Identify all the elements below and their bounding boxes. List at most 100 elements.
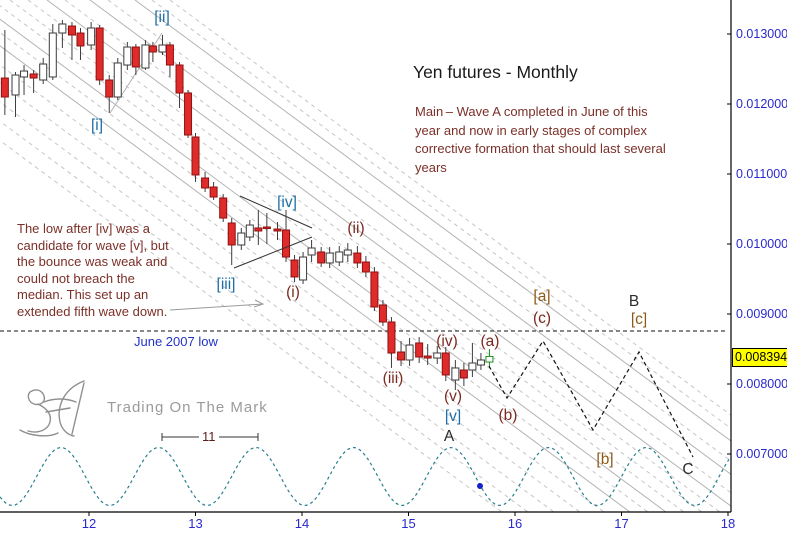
candle-body — [48, 32, 57, 78]
candle-body — [237, 232, 246, 246]
x-axis-label-17: 17 — [614, 516, 629, 531]
y-axis-label-0.007000: 0.007000 — [736, 447, 787, 461]
commentary-line: year and now in early stages of complex — [415, 122, 647, 138]
candle-body — [58, 23, 67, 34]
candle-body — [370, 271, 379, 308]
chart-title: Yen futures - Monthly — [413, 62, 578, 82]
x-axis-label-12: 12 — [81, 516, 97, 531]
candle-body — [148, 45, 157, 53]
candle-body — [201, 177, 210, 189]
candle-body — [343, 249, 352, 256]
candle-body — [39, 63, 48, 81]
y-axis-label-0.013000: 0.013000 — [736, 27, 787, 41]
wave-label-c-bracket: [c] — [630, 311, 648, 328]
cycle-indicator-wave — [0, 446, 730, 507]
y-axis-label-0.012000: 0.012000 — [736, 97, 787, 111]
trading-on-the-mark-watermark: Trading On The Mark — [107, 399, 268, 416]
candle-body — [397, 351, 406, 361]
candle-body — [105, 79, 114, 98]
candle-body — [378, 304, 387, 323]
median-note-line: candidate for wave [v], but — [17, 237, 169, 253]
wave-label-ii-paren: (ii) — [347, 220, 365, 237]
wave-label-C: C — [682, 461, 694, 478]
candle-body — [262, 226, 271, 229]
median-note-line: the bounce was weak and — [17, 254, 168, 269]
triangle-pattern-line — [233, 236, 313, 269]
candle-body — [387, 321, 396, 354]
cycle-length-label: 11 — [199, 429, 219, 444]
candle-body — [227, 222, 236, 246]
candle-body — [141, 44, 150, 69]
candle-body — [485, 355, 494, 363]
chart-axes — [0, 0, 732, 516]
candle-body — [175, 64, 184, 94]
candle-body — [29, 73, 38, 79]
x-axis-label-15: 15 — [401, 516, 416, 531]
x-axis-label-18: 18 — [720, 516, 736, 531]
wave-label-b-paren: (b) — [498, 407, 518, 424]
candle-body — [95, 27, 104, 81]
candle-body — [165, 44, 174, 66]
wave-label-i-bracket: [i] — [90, 117, 104, 134]
wave-label-b-bracket: [b] — [596, 451, 614, 468]
wave-label-ii-bracket: [ii] — [154, 9, 170, 26]
wave-label-iv-paren: (iv) — [436, 333, 458, 350]
wave-label-a-bracket: [a] — [533, 288, 551, 305]
candle-body — [441, 352, 450, 376]
candlestick-series — [0, 20, 494, 391]
candle-body — [273, 228, 282, 232]
y-axis-label-0.010000: 0.010000 — [736, 237, 787, 251]
candle-body — [476, 359, 485, 366]
commentary-line: corrective formation that should last se… — [415, 141, 666, 156]
median-note-line: The low after [iv] was a — [17, 221, 150, 236]
candle-body — [158, 44, 167, 53]
candle-body — [433, 352, 442, 359]
projected-path-zigzag — [488, 339, 694, 458]
median-note-line: median. This set up an — [17, 287, 149, 302]
wave-label-B: B — [628, 293, 640, 310]
x-axis-label-14: 14 — [294, 516, 310, 531]
candle-body — [405, 344, 414, 361]
channel-median-line — [46, 0, 731, 507]
candle-body — [20, 70, 29, 78]
candle-body — [219, 197, 228, 219]
candle-body — [123, 46, 132, 66]
y-axis-label-0.009000: 0.009000 — [736, 307, 787, 321]
annotation-arrow — [169, 303, 264, 311]
commentary-line: Main – Wave A completed in June of this — [415, 104, 648, 119]
candle-body — [113, 62, 122, 98]
candle-body — [184, 92, 193, 136]
y-axis-label-0.008000: 0.008000 — [736, 377, 787, 391]
candle-body — [282, 229, 291, 258]
median-note-line: could not breach the — [17, 270, 135, 286]
analysis-commentary: Main – Wave A completed in June of this y… — [415, 103, 695, 177]
candle-body — [67, 25, 76, 36]
archer-logo — [19, 380, 85, 437]
candle-body — [299, 256, 308, 281]
candle-body — [245, 224, 254, 238]
channel-median-line — [89, 0, 731, 475]
june-2007-low-label: June 2007 low — [134, 334, 218, 349]
channel-median-line — [134, 0, 731, 442]
median-note-line: extended fifth wave down. — [17, 303, 168, 319]
triangle-pattern-line — [239, 195, 313, 229]
wave-label-v-bracket: [v] — [444, 408, 462, 425]
x-axis-label-13: 13 — [188, 516, 203, 531]
wave-label-v-paren: (v) — [443, 388, 463, 405]
candle-body — [451, 367, 460, 381]
candle-body — [317, 251, 326, 264]
commentary-line: years — [415, 159, 447, 175]
candle-body — [254, 227, 263, 232]
candle-body — [191, 136, 200, 176]
median-note: The low after [iv] was a candidate for wa… — [17, 221, 207, 320]
wave-label-c-paren: (c) — [532, 310, 552, 327]
wave-label-iii-paren: (iii) — [382, 370, 404, 387]
candle-body — [209, 186, 218, 198]
candle-body — [459, 369, 468, 379]
annotation-arrowhead — [253, 299, 265, 308]
candle-body — [361, 261, 370, 273]
last-price-badge: 0.008394 — [732, 348, 787, 367]
candle-body — [76, 32, 85, 47]
